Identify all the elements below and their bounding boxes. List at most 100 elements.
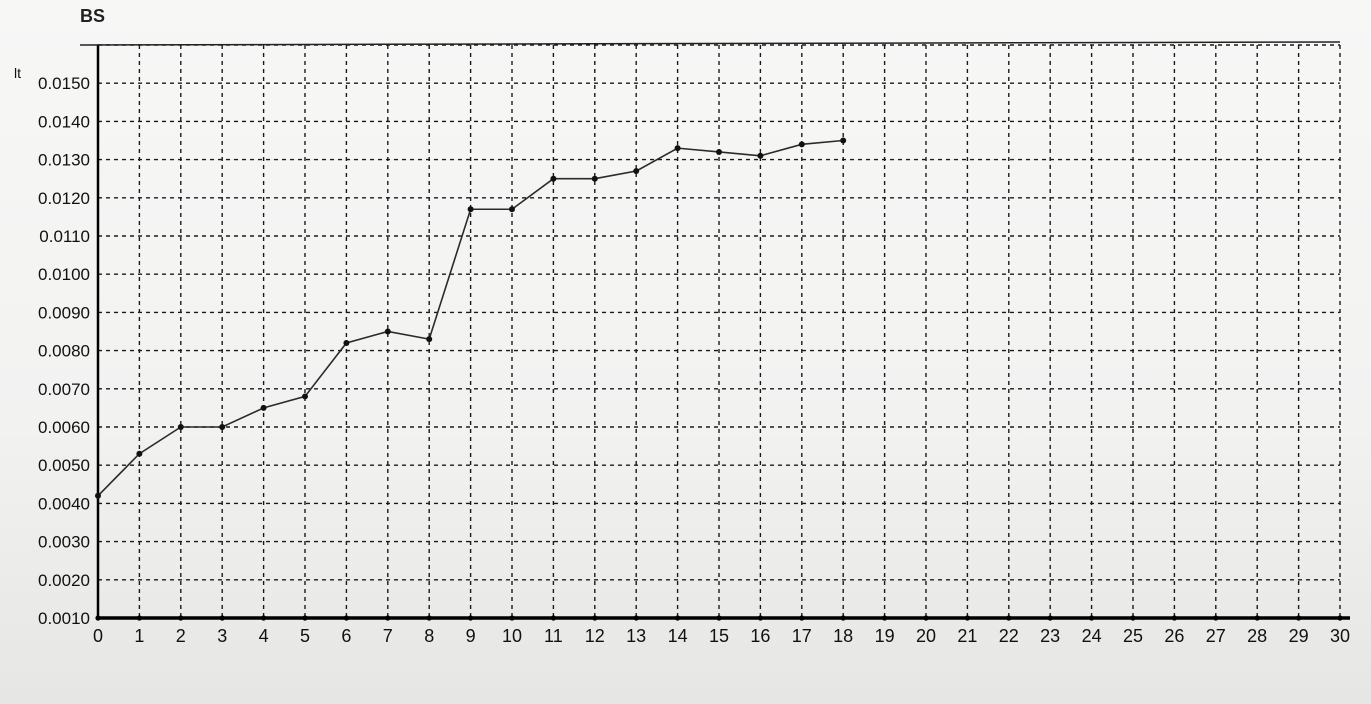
x-tick-marker [964, 615, 971, 621]
data-point [302, 393, 308, 400]
x-tick-marker [1296, 615, 1302, 621]
data-point [426, 336, 433, 343]
x-tick-label: 28 [1247, 626, 1267, 646]
x-tick-marker [1171, 615, 1177, 621]
y-tick-labels: 0.0010 0.0020 0.0030 0.0040 0.0050 0.0060 0.00… [38, 74, 90, 628]
x-tick-marker [95, 615, 101, 621]
x-tick-label: 27 [1206, 626, 1226, 646]
x-tick-marker [509, 615, 515, 621]
x-tick-label: 2 [176, 626, 186, 646]
x-tick-label: 7 [383, 626, 393, 646]
y-tick-label: 0.0030 [38, 533, 90, 552]
x-tick-marker [1130, 615, 1136, 621]
y-tick-label: 0.0060 [38, 418, 90, 437]
x-tick-marker [716, 615, 722, 621]
y-tick-label: 0.0110 [39, 227, 90, 246]
data-point [95, 492, 101, 499]
x-tick-label: 14 [668, 626, 688, 646]
x-tick-label: 15 [709, 626, 729, 646]
x-tick-marker [633, 615, 639, 621]
y-tick-label: 0.0130 [38, 151, 90, 170]
x-tick-marker [343, 615, 349, 621]
x-tick-marker [468, 615, 474, 621]
x-tick-marker [302, 615, 308, 621]
x-tick-label: 18 [833, 626, 853, 646]
x-tick-marker [385, 615, 391, 621]
data-point [177, 424, 184, 430]
x-tick-marker [757, 615, 764, 621]
x-tick-label: 9 [466, 626, 476, 646]
x-tick-marker [261, 615, 267, 621]
data-point [757, 152, 764, 159]
x-tick-marker [1213, 615, 1219, 621]
data-point [260, 404, 267, 411]
x-tick-label: 5 [300, 626, 310, 646]
y-tick-label: 0.0090 [38, 303, 90, 322]
x-tick-label: 10 [502, 626, 522, 646]
x-tick-marker [923, 615, 929, 621]
data-point [840, 137, 847, 144]
x-tick-label: 26 [1164, 626, 1184, 646]
x-tick-marker [136, 615, 142, 621]
x-tick-label: 0 [93, 626, 103, 646]
x-tick-label: 22 [999, 626, 1019, 646]
top-border-line [79, 41, 1341, 46]
data-point [591, 175, 598, 182]
axes [79, 41, 1350, 621]
x-tick-marker [1254, 615, 1260, 621]
data-point [343, 339, 350, 346]
x-tick-marker [675, 615, 681, 621]
y-tick-label: 0.0140 [38, 112, 90, 131]
x-tick-label: 25 [1123, 626, 1143, 646]
data-point [384, 328, 391, 335]
data-point [798, 141, 805, 148]
x-tick-label: 16 [750, 626, 770, 646]
x-tick-label: 23 [1040, 626, 1060, 646]
x-tick-label: 12 [585, 626, 605, 646]
y-tick-label: 0.0150 [38, 74, 90, 93]
y-tick-label: 0.0070 [38, 380, 90, 399]
data-point [136, 450, 143, 457]
x-tick-label: 17 [792, 626, 812, 646]
x-tick-label: 29 [1289, 626, 1309, 646]
x-tick-label: 13 [626, 626, 646, 646]
x-tick-label: 30 [1330, 626, 1350, 646]
y-tick-label: 0.0020 [38, 571, 90, 590]
x-tick-label: 1 [134, 626, 144, 646]
x-tick-marker [219, 615, 225, 621]
x-tick-marker [882, 615, 888, 621]
data-point [633, 168, 640, 175]
x-tick-label: 4 [259, 626, 269, 646]
x-tick-marker [592, 615, 598, 621]
series [95, 137, 847, 499]
data-point [674, 145, 681, 152]
y-tick-label: 0.0010 [38, 609, 90, 628]
x-tick-label: 11 [544, 626, 563, 646]
unit-fragment: lt [14, 65, 21, 81]
x-tick-marker [1006, 615, 1012, 621]
x-tick-label: 19 [875, 626, 895, 646]
y-tick-label: 0.0050 [38, 456, 90, 475]
grid [98, 44, 1341, 618]
x-tick-label: 8 [424, 626, 434, 646]
x-tick-label: 3 [217, 626, 227, 646]
x-tick-marker [550, 615, 557, 621]
x-tick-label: 21 [957, 626, 977, 646]
x-tick-marker [426, 615, 432, 621]
x-tick-label: 6 [341, 626, 351, 646]
y-tick-label: 0.0120 [38, 189, 90, 208]
y-tick-label: 0.0080 [38, 342, 90, 361]
x-tick-label: 20 [916, 626, 936, 646]
y-tick-label: 0.0100 [38, 265, 90, 284]
data-point [219, 424, 226, 430]
y-tick-label: 0.0040 [38, 494, 90, 513]
x-tick-labels: 0 1 2 3 4 5 6 7 8 9 10 11 12 13 14 15 16 17 18 19 20 21 22 23 24… [93, 626, 1350, 646]
x-tick-marker [840, 615, 846, 621]
data-point [509, 206, 515, 213]
corner-label: BS [80, 6, 105, 26]
x-tick-marker [178, 615, 184, 621]
data-point [467, 206, 474, 213]
x-tick-label: 24 [1082, 626, 1102, 646]
